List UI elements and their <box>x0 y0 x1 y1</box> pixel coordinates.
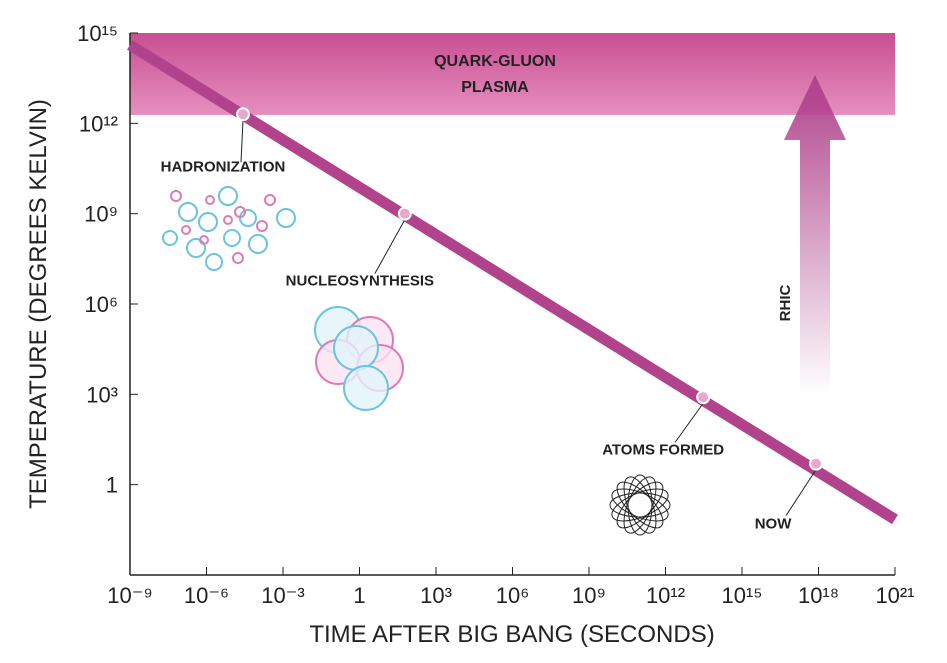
event-label: NUCLEOSYNTHESIS <box>286 273 434 290</box>
x-tick-label: 10³ <box>420 583 452 608</box>
page: {"chart_data": { "type": "line", "x_labe… <box>0 0 947 658</box>
x-tick-label: 10⁶ <box>496 583 530 608</box>
atom-orbit <box>610 475 669 534</box>
leader-line <box>786 470 816 516</box>
x-tick-label: 10¹⁵ <box>722 583 763 608</box>
leader-line <box>241 120 243 162</box>
leader-line <box>375 220 405 274</box>
hadron-bubble <box>219 187 237 205</box>
rhic-arrow <box>784 75 846 395</box>
event-marker <box>399 208 411 220</box>
x-tick-label: 10⁹ <box>572 583 606 608</box>
x-tick-label: 1 <box>353 583 365 608</box>
event-label: NOW <box>755 516 793 533</box>
event-label: ATOMS FORMED <box>602 441 724 458</box>
band-label: QUARK-GLUON <box>434 53 556 70</box>
plasma-band <box>130 33 895 115</box>
hadron-bubble <box>277 209 295 227</box>
x-tick-label: 10⁻⁶ <box>184 583 229 608</box>
y-tick-label: 10¹⁵ <box>77 21 118 46</box>
event-marker <box>237 108 249 120</box>
nucleon <box>334 326 378 370</box>
hadron-bubble <box>265 195 275 205</box>
hadron-bubble <box>163 231 177 245</box>
y-tick-label: 10⁹ <box>84 202 118 227</box>
x-tick-label: 10²¹ <box>875 583 914 608</box>
y-tick-label: 10⁶ <box>84 292 118 317</box>
y-tick-label: 10¹² <box>79 111 118 136</box>
x-axis-title: TIME AFTER BIG BANG (SECONDS) <box>309 621 714 648</box>
hadron-bubble <box>187 239 205 257</box>
event-marker <box>697 391 709 403</box>
hadron-bubble <box>182 226 190 234</box>
x-tick-label: 10¹⁸ <box>798 583 839 608</box>
rhic-label: RHIC <box>777 285 794 322</box>
hadron-bubble <box>233 253 243 263</box>
hadron-bubble <box>206 254 222 270</box>
y-tick-label: 10³ <box>86 382 118 407</box>
x-tick-label: 10⁻⁹ <box>107 583 153 608</box>
hadron-bubble <box>179 203 197 221</box>
chart: TIME AFTER BIG BANG (SECONDS) TEMPERATUR… <box>0 0 947 658</box>
hadron-bubble <box>240 210 256 226</box>
band-label: PLASMA <box>461 79 529 96</box>
hadron-bubble <box>199 213 217 231</box>
y-tick-label: 1 <box>106 473 118 498</box>
hadron-bubble <box>249 235 267 253</box>
leader-line <box>675 403 703 442</box>
atom-orbit <box>610 475 669 534</box>
hadron-bubble <box>224 216 232 224</box>
x-tick-label: 10¹² <box>646 583 685 608</box>
hadron-bubble <box>171 191 181 201</box>
hadron-bubble <box>224 230 240 246</box>
y-axis-title: TEMPERATURE (DEGREES KELVIN) <box>25 99 52 509</box>
x-tick-label: 10⁻³ <box>261 583 304 608</box>
hadron-bubble <box>206 196 214 204</box>
event-marker <box>810 458 822 470</box>
event-label: HADRONIZATION <box>161 158 286 175</box>
nucleon <box>344 366 388 410</box>
hadron-bubble <box>257 221 267 231</box>
